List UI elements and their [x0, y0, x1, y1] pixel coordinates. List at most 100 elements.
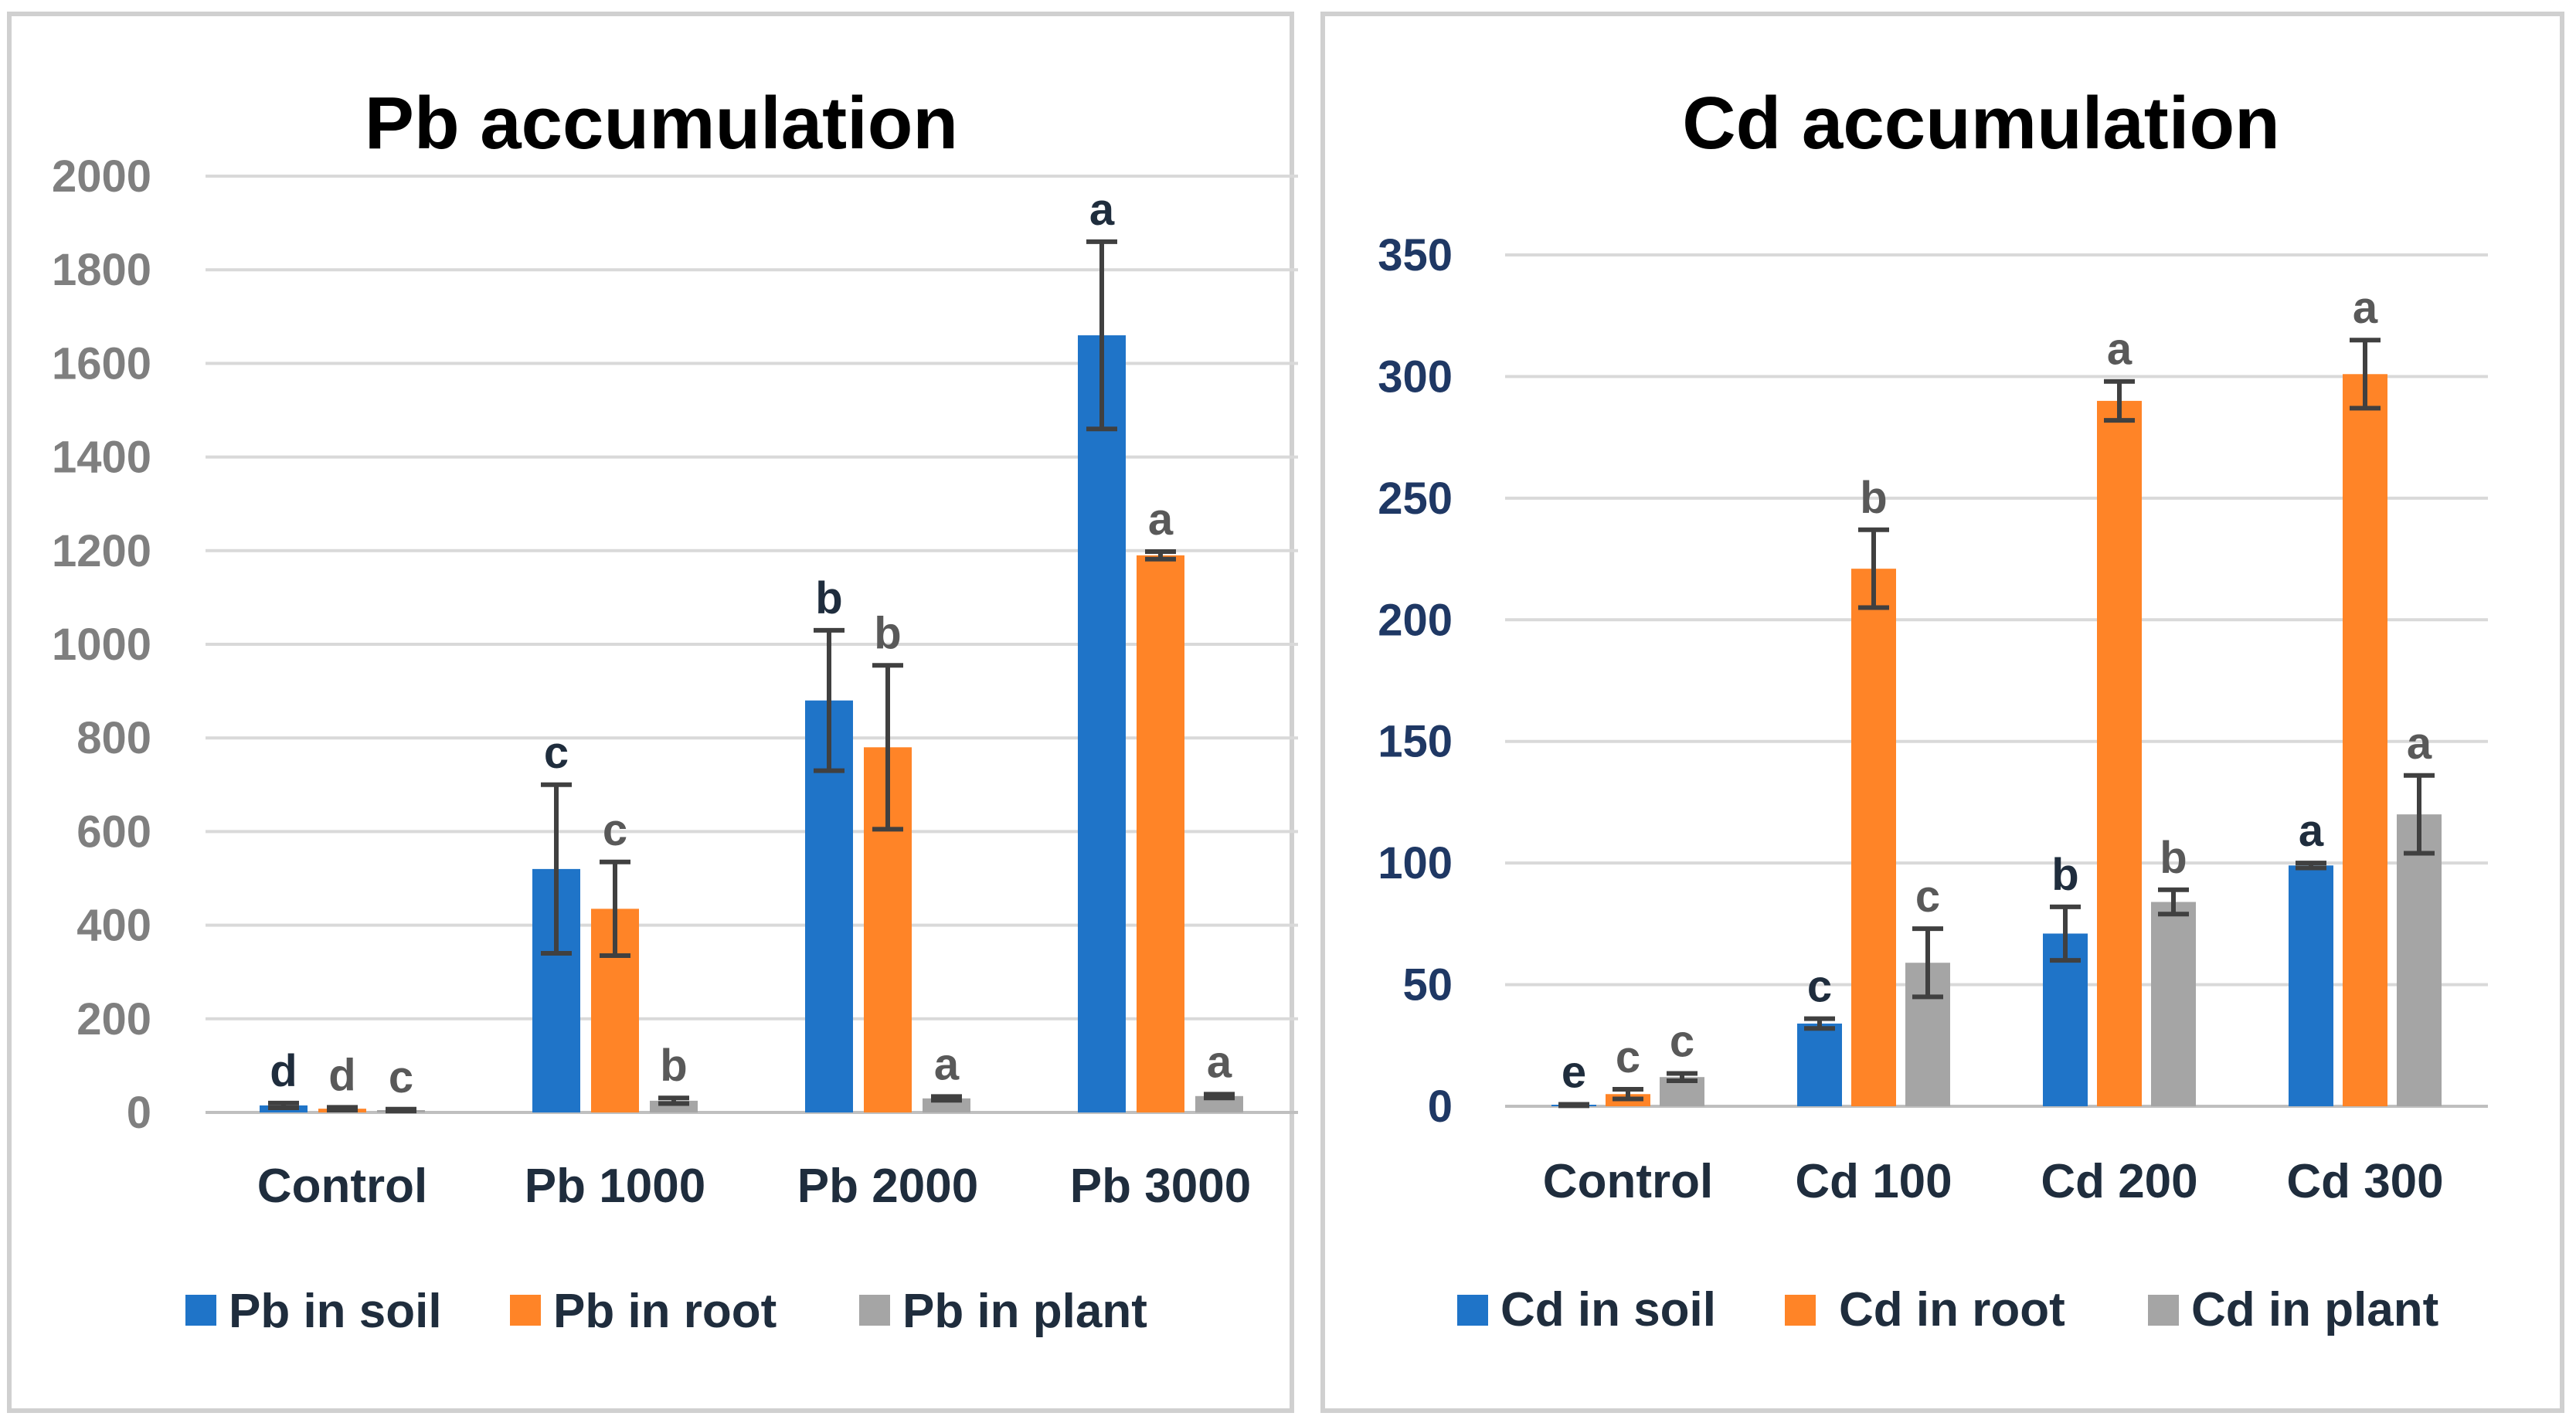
cd-errorbar — [2104, 379, 2135, 423]
cd-errorbar — [1667, 1071, 1698, 1083]
cd-xtick-label: Cd 200 — [2041, 1155, 2197, 1208]
pb-ytick-label: 2000 — [52, 151, 151, 202]
cd-errorbars — [1558, 338, 2435, 1109]
pb-ytick-label: 400 — [76, 901, 151, 951]
pb-legend-label-root: Pb in root — [553, 1285, 777, 1338]
pb-significance-label: a — [1148, 494, 1174, 545]
cd-xtick-label: Cd 300 — [2286, 1155, 2443, 1208]
pb-bars — [260, 335, 1243, 1112]
cd-ytick-label: 200 — [1378, 595, 1453, 645]
cd-xtick-label: Cd 100 — [1795, 1155, 1952, 1208]
cd-legend-swatch-soil — [1457, 1295, 1488, 1326]
pb-significance-label: b — [874, 608, 901, 658]
pb-legend-swatch-root — [510, 1295, 541, 1326]
cd-legend: Cd in soil Cd in root Cd in plant — [1457, 1283, 2438, 1336]
cd-significance-label: c — [1915, 871, 1940, 922]
pb-ytick-label: 200 — [76, 994, 151, 1044]
pb-xtick-label: Pb 3000 — [1070, 1160, 1251, 1213]
cd-ytick-label: 350 — [1378, 230, 1453, 280]
cd-legend-swatch-root — [1785, 1295, 1816, 1326]
cd-errorbar — [1558, 1102, 1589, 1109]
pb-errorbar — [658, 1095, 689, 1106]
cd-ytick-label: 250 — [1378, 474, 1453, 524]
pb-significance-label: b — [815, 573, 842, 623]
pb-ytick-label: 1000 — [52, 620, 151, 670]
pb-chart-panel: Pb accumulation 0 200 400 600 800 1000 1200 140… — [7, 12, 1298, 1413]
pb-errorbar — [268, 1100, 299, 1110]
pb-significance-label: a — [934, 1039, 960, 1089]
pb-errorbar — [1086, 239, 1117, 432]
pb-significance-label: d — [328, 1050, 355, 1100]
pb-errorbar — [1145, 549, 1176, 562]
cd-bar — [2397, 814, 2442, 1106]
pb-ytick-label: 600 — [76, 807, 151, 857]
pb-ytick-label: 800 — [76, 713, 151, 763]
cd-xtick-labels: Control Cd 100 Cd 200 Cd 300 — [1543, 1155, 2444, 1208]
pb-errorbar — [872, 663, 903, 832]
cd-errorbar — [1858, 527, 1889, 610]
cd-ytick-label: 100 — [1378, 838, 1453, 888]
cd-errorbar — [2158, 887, 2189, 917]
pb-chart-title: Pb accumulation — [365, 82, 958, 165]
cd-errorbar — [2404, 773, 2435, 856]
cd-legend-label-root: Cd in root — [1839, 1283, 2065, 1336]
cd-significance-label: b — [2160, 833, 2187, 883]
pb-significance-label: c — [389, 1052, 413, 1102]
cd-significance-label: b — [2051, 850, 2078, 900]
pb-legend-swatch-plant — [859, 1295, 890, 1326]
pb-errorbar — [386, 1106, 416, 1114]
pb-significance-label: c — [544, 728, 569, 778]
pb-legend-swatch-soil — [185, 1295, 216, 1326]
pb-ytick-label: 1800 — [52, 245, 151, 295]
cd-significance-label: e — [1562, 1047, 1586, 1097]
cd-significance-label: a — [2353, 283, 2378, 333]
cd-errorbar — [2050, 904, 2081, 963]
pb-ytick-label: 1600 — [52, 338, 151, 389]
pb-significance-label: c — [603, 805, 627, 855]
cd-ytick-label: 300 — [1378, 352, 1453, 402]
cd-bar — [1851, 569, 1896, 1106]
cd-significance-label: c — [1670, 1016, 1694, 1066]
pb-significance-label: b — [660, 1041, 687, 1091]
pb-legend-label-plant: Pb in plant — [902, 1285, 1147, 1338]
pb-bar — [1078, 335, 1126, 1112]
cd-ytick-label: 0 — [1428, 1082, 1453, 1132]
pb-xtick-label: Pb 1000 — [525, 1160, 705, 1213]
cd-xtick-label: Control — [1543, 1155, 1713, 1208]
cd-significance-label: b — [1860, 473, 1887, 523]
cd-ytick-label: 150 — [1378, 717, 1453, 767]
cd-errorbar — [2296, 861, 2326, 871]
cd-legend-label-soil: Cd in soil — [1500, 1283, 1716, 1336]
pb-xtick-label: Pb 2000 — [797, 1160, 978, 1213]
cd-significance-label: c — [1616, 1032, 1640, 1082]
cd-bar — [2151, 902, 2196, 1106]
pb-errorbar — [814, 627, 845, 773]
cd-bar — [1797, 1023, 1842, 1106]
cd-errorbar — [1912, 926, 1943, 1000]
cd-significance-label: a — [2407, 718, 2432, 769]
cd-ytick-label: 50 — [1402, 960, 1453, 1010]
cd-legend-label-plant: Cd in plant — [2191, 1283, 2438, 1336]
pb-bar — [1137, 555, 1184, 1112]
pb-errorbar — [1204, 1092, 1235, 1101]
pb-ytick-labels: 0 200 400 600 800 1000 1200 1400 1600 1800 2000 — [52, 151, 151, 1138]
pb-ytick-label: 0 — [127, 1088, 151, 1138]
pb-xtick-label: Control — [257, 1160, 427, 1213]
pb-errorbar — [931, 1094, 962, 1103]
cd-significance-label: c — [1807, 962, 1832, 1012]
pb-xtick-labels: Control Pb 1000 Pb 2000 Pb 3000 — [257, 1160, 1251, 1213]
cd-legend-swatch-plant — [2148, 1295, 2179, 1326]
cd-errorbar — [1613, 1086, 1643, 1102]
cd-chart-title: Cd accumulation — [1682, 82, 2279, 165]
pb-significance-label: a — [1089, 185, 1115, 235]
pb-significance-label: d — [270, 1046, 297, 1096]
cd-errorbar — [2350, 338, 2381, 411]
pb-legend-label-soil: Pb in soil — [229, 1285, 442, 1338]
pb-ytick-label: 1200 — [52, 526, 151, 576]
cd-ytick-labels: 0 50 100 150 200 250 300 350 — [1378, 230, 1453, 1132]
cd-bar — [2343, 374, 2387, 1106]
